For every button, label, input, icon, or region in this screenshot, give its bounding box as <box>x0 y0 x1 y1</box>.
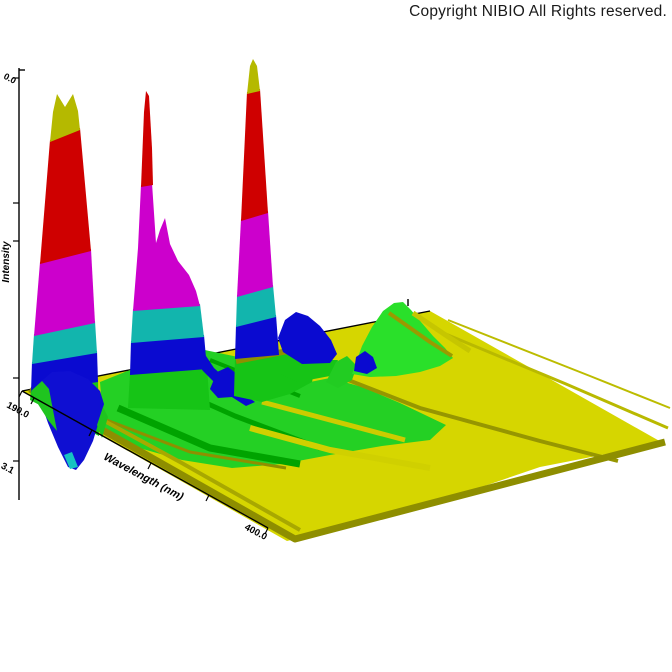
peak1-band-magenta <box>34 249 95 336</box>
mound-yellow-streak <box>261 399 406 443</box>
blue-sliver <box>189 341 255 406</box>
wavelength-axis-tick <box>205 494 210 502</box>
peak3-band-red <box>241 89 268 221</box>
mound-dark-streak <box>116 404 301 468</box>
floor-ridge-line <box>435 328 669 430</box>
x-axis-min-tick-label: 190.0 <box>5 400 31 421</box>
negative-dip-cyan-tip <box>64 452 78 469</box>
wavelength-axis-tick <box>264 527 269 535</box>
y-axis-title: Intensity <box>1 241 12 283</box>
peak2-band-magenta <box>133 183 200 311</box>
peak3-band-cyan <box>236 285 276 327</box>
wavelength-axis-tick <box>30 397 35 405</box>
floor-ridge-line <box>447 319 671 409</box>
peak3-hump-green-base <box>278 360 338 382</box>
green-peak-blue-patch <box>354 351 377 374</box>
green-peak <box>352 302 453 377</box>
peak2-band-cyan <box>131 304 204 343</box>
green-peak-yellow-streak <box>411 310 472 354</box>
peak1-tip-yellow <box>50 94 80 142</box>
floor-long-stripe <box>296 358 619 463</box>
y-axis-top-tick-label: 0.0 <box>2 71 18 86</box>
green-peak-olive-streak <box>387 311 454 358</box>
wavelength-axis-line <box>21 390 269 529</box>
small-green-bump <box>326 356 357 388</box>
peak2-band-blue <box>130 335 207 375</box>
dip-green-sliver <box>31 381 57 431</box>
peak3-tip-yellow <box>247 59 260 94</box>
peak3-blue-hump <box>278 312 337 364</box>
copyright-text: Copyright NIBIO All Rights reserved. <box>409 3 667 20</box>
peak2-band-green <box>128 367 210 410</box>
mound-olive-streak <box>95 414 287 470</box>
peak1-band-red <box>40 128 91 264</box>
peak3-band-blue <box>235 315 279 359</box>
negative-dip-blue <box>37 371 104 470</box>
y-axis-bottom-tick-label: 3.1 <box>0 461 16 477</box>
dip-green-sliver <box>97 407 108 438</box>
front-edge-olive-stripe <box>28 385 666 543</box>
wavelength-axis-tick <box>88 429 93 437</box>
wavelength-axis-tick <box>147 462 152 470</box>
mound-yellow-streak <box>249 425 431 471</box>
peak2-tip-red <box>141 91 153 187</box>
peak3-band-magenta <box>237 211 273 297</box>
